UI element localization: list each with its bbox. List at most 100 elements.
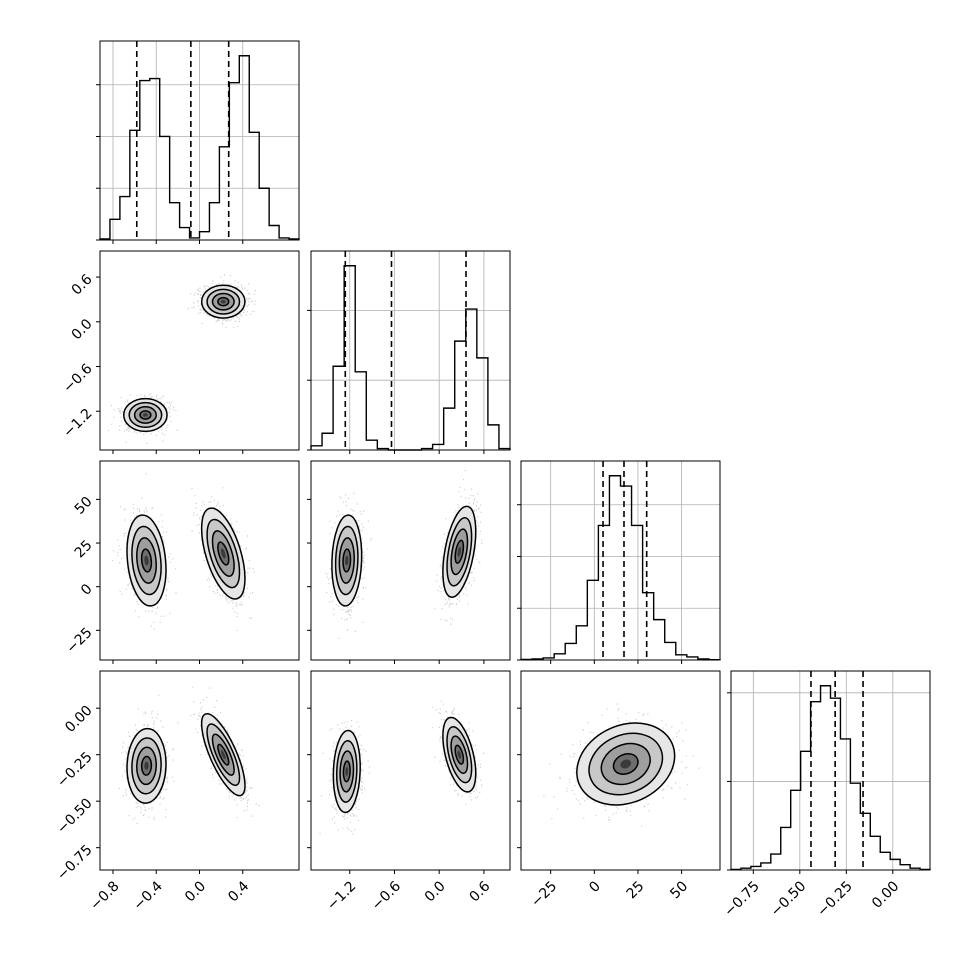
hist-panel-1	[307, 250, 511, 451]
pair-plot-area-3-2	[543, 703, 700, 827]
hist-line-0	[99, 55, 300, 240]
pair-frame-2-1	[310, 460, 511, 661]
x-tick-label-0-3: 0.4	[225, 878, 252, 905]
contour-3-1-0-0	[342, 760, 351, 783]
pair-frame-3-2	[520, 670, 721, 871]
pair-panel-1-0: −1.2 −0.6 0.0 0.6	[60, 250, 300, 454]
y-tick-label-1-1: −0.6	[60, 361, 95, 396]
contour-2-0-1-3	[200, 507, 246, 600]
contour-1-0-0-0	[139, 410, 152, 420]
contour-3-1-1-1	[450, 735, 469, 775]
pair-panel-3-0: −0.75−0.50 −0.25 0.00	[54, 670, 300, 884]
y-tick-label-2-3: 50	[72, 494, 96, 518]
pair-frame-1-0	[99, 250, 300, 451]
hist-line-3	[730, 685, 931, 871]
density-2-1-1-4	[457, 546, 462, 557]
contour-2-1-1-0	[454, 539, 465, 564]
hist-panel-2	[517, 460, 721, 661]
x-tick-label-1-0: −1.2	[324, 878, 359, 913]
pair-panel-2-0: −25 0 25 50	[63, 460, 300, 664]
contour-1-0-0-2	[128, 401, 163, 429]
pair-panel-2-1	[307, 460, 511, 664]
y-tick-label-3-2: −0.25	[54, 749, 96, 791]
x-tick-label-2-3: 50	[667, 878, 691, 902]
contour-3-1-1-2	[446, 726, 473, 784]
hist-line-2	[520, 475, 721, 661]
contour-1-0-1-0	[217, 296, 230, 307]
pair-plot-area-3-0	[118, 686, 260, 824]
contour-2-0-1-0	[217, 541, 230, 566]
contour-3-0-0-3	[126, 727, 167, 804]
contour-3-2-0-3	[576, 722, 676, 806]
contour-2-1-1-3	[442, 505, 477, 598]
pair-plot-area-3-1	[319, 700, 485, 835]
density-1-0-1-4	[220, 299, 226, 304]
y-tick-label-1-2: 0.0	[69, 316, 96, 343]
y-tick-label-2-1: 0	[78, 581, 96, 599]
density-2-1-0-4	[345, 555, 349, 566]
y-tick-label-3-1: −0.50	[54, 796, 96, 838]
x-tick-label-3-0: −0.75	[721, 878, 763, 920]
contour-2-0-0-0	[140, 548, 153, 573]
hist-panel-3	[727, 670, 931, 871]
contour-3-0-1-2	[206, 723, 241, 787]
x-tick-label-0-0: −0.8	[87, 878, 122, 913]
contour-3-1-0-1	[339, 750, 355, 793]
hist-frame-2	[520, 460, 721, 661]
contour-3-0-1-1	[211, 733, 235, 776]
contour-3-0-0-0	[140, 755, 153, 776]
contour-3-1-1-0	[454, 744, 465, 765]
contour-3-2-0-1	[600, 742, 651, 786]
density-3-2-0-4	[620, 759, 632, 769]
density-1-0-0-4	[143, 413, 148, 417]
x-tick-label-2-1: 0	[586, 878, 604, 896]
y-tick-label-2-0: −25	[63, 625, 95, 657]
contour-2-0-0-2	[131, 525, 162, 596]
contour-2-1-0-0	[342, 548, 352, 573]
hist-line-1	[310, 265, 511, 451]
x-tick-label-0-1: −0.4	[130, 878, 165, 913]
contour-3-0-1-3	[200, 713, 246, 797]
density-2-0-0-4	[144, 555, 149, 566]
contour-1-0-1-3	[200, 284, 246, 319]
x-tick-label-2-0: −25	[528, 878, 560, 910]
pair-frame-3-1	[310, 670, 511, 871]
hist-frame-3	[730, 670, 931, 871]
y-tick-label-3-3: 0.00	[62, 703, 95, 736]
contour-3-1-1-3	[442, 716, 477, 793]
x-tick-label-3-1: −0.50	[768, 878, 810, 920]
contour-2-1-1-2	[446, 516, 473, 587]
x-tick-label-2-2: 25	[624, 878, 648, 902]
contour-2-0-0-1	[136, 537, 157, 584]
contour-2-1-1-1	[450, 528, 469, 576]
density-2-0-1-4	[220, 548, 226, 559]
contour-2-1-0-2	[334, 525, 359, 596]
density-3-0-0-4	[144, 761, 149, 770]
pair-plot-area-2-1	[325, 470, 483, 639]
contour-2-1-0-3	[331, 514, 363, 607]
y-tick-label-1-0: −1.2	[60, 406, 95, 441]
contour-1-0-1-2	[206, 288, 241, 315]
contour-3-1-0-3	[332, 729, 361, 814]
contour-3-1-0-2	[335, 740, 358, 803]
density-3-1-0-4	[345, 766, 349, 776]
contour-3-2-0-2	[588, 732, 664, 796]
x-tick-label-3-3: 0.00	[869, 878, 902, 911]
contour-1-0-0-3	[123, 397, 168, 433]
hist-frame-1	[310, 250, 511, 451]
x-tick-label-0-2: 0.0	[182, 878, 209, 905]
contour-1-0-1-1	[211, 292, 235, 311]
contour-3-0-1-0	[217, 743, 230, 766]
contour-3-0-0-2	[131, 737, 162, 795]
pair-plot-area-1-0	[107, 274, 257, 444]
pair-frame-3-0	[99, 670, 300, 871]
contour-2-1-0-1	[338, 537, 355, 584]
x-tick-label-1-3: 0.6	[466, 878, 493, 905]
pair-panel-3-2	[517, 670, 721, 874]
x-tick-label-3-2: −0.25	[814, 878, 856, 920]
pair-plot-area-2-0	[112, 473, 255, 631]
x-tick-label-1-2: 0.0	[422, 878, 449, 905]
contour-3-0-0-1	[136, 746, 157, 786]
pair-panel-3-1	[307, 670, 511, 874]
